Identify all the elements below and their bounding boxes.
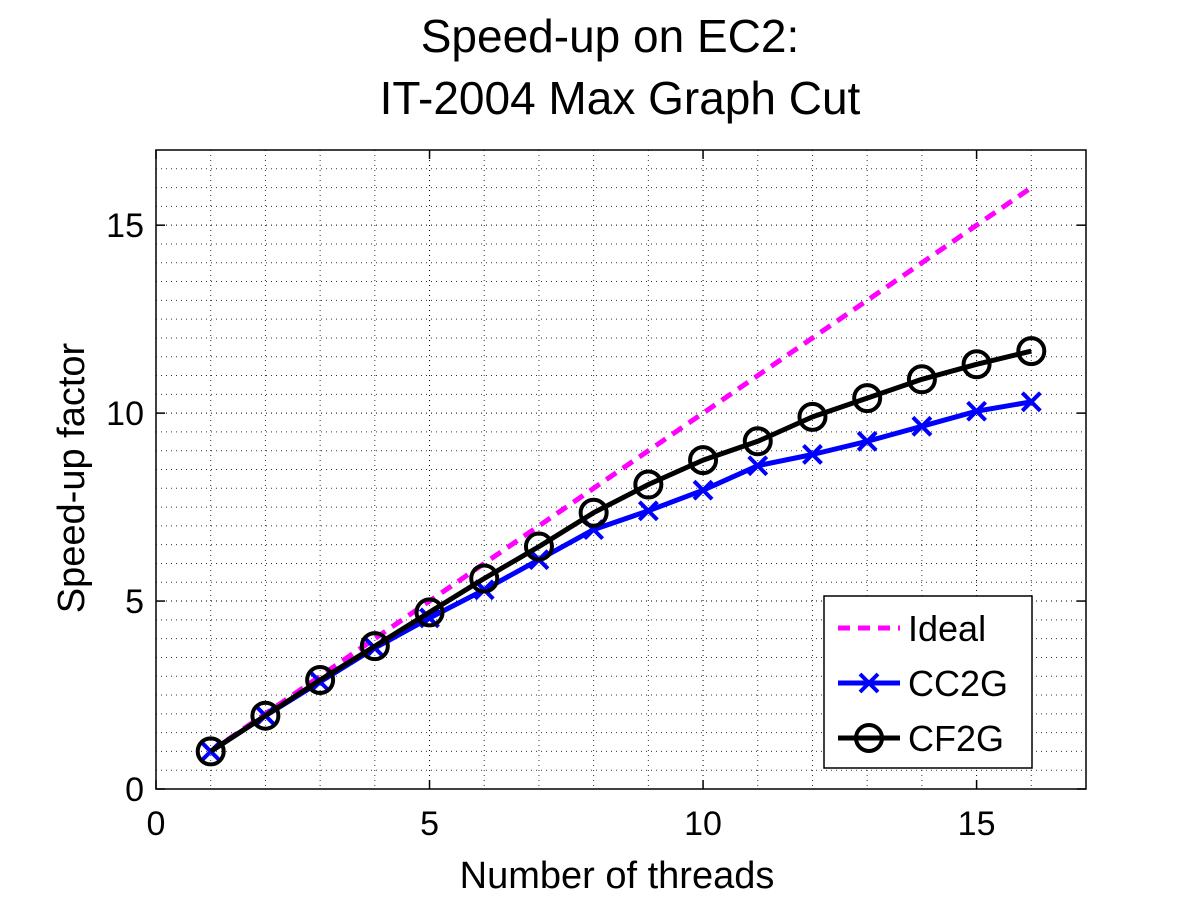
legend-label-cf2g: CF2G — [908, 718, 1004, 759]
chart-title-line-1: Speed-up on EC2: — [421, 10, 800, 62]
data-point-cf2g — [1016, 336, 1047, 367]
data-point-cf2g — [633, 469, 664, 500]
axis-ticks: 0 5 10 15 0 5 10 15 — [106, 150, 1086, 843]
data-point-cf2g — [305, 664, 336, 695]
data-point-cc2g — [911, 415, 933, 437]
y-tick-label: 5 — [125, 583, 144, 621]
legend-label-cc2g: CC2G — [908, 663, 1008, 704]
x-tick-label: 10 — [684, 805, 722, 843]
data-point-cc2g — [856, 430, 878, 452]
data-point-cf2g — [469, 563, 500, 594]
data-point-cc2g — [692, 479, 714, 501]
chart-title: Speed-up on EC2: IT-2004 Max Graph Cut — [380, 10, 861, 124]
grid-lines — [156, 149, 1087, 789]
data-point-cf2g — [797, 401, 828, 432]
data-point-cf2g — [742, 426, 773, 457]
data-point-cf2g — [688, 445, 719, 476]
y-tick-label: 15 — [106, 207, 144, 245]
data-point-cf2g — [195, 736, 226, 767]
data-point-cf2g — [359, 631, 390, 662]
series-cf2g — [195, 336, 1047, 767]
data-point-cf2g — [852, 383, 883, 414]
data-point-cc2g — [802, 444, 823, 465]
data-point-cf2g — [523, 531, 554, 562]
x-axis-label: Number of threads — [460, 855, 775, 897]
data-point-cc2g — [637, 500, 659, 522]
y-tick-label: 0 — [125, 771, 144, 809]
x-tick-label: 15 — [958, 805, 996, 843]
data-point-cf2g — [961, 349, 992, 380]
legend-label-ideal: Ideal — [908, 608, 986, 649]
x-tick-label: 5 — [420, 805, 439, 843]
series-line-cf2g — [209, 348, 1032, 754]
x-tick-label: 0 — [147, 805, 166, 843]
legend-marker-cf2g — [854, 723, 884, 753]
data-point-cf2g — [578, 497, 609, 528]
data-point-cf2g — [906, 364, 937, 395]
data-point-cf2g — [414, 597, 445, 628]
y-axis-label: Speed-up factor — [51, 342, 93, 613]
legend-marker-cc2g — [858, 672, 880, 694]
legend: Ideal CC2G CF2G — [823, 595, 1033, 769]
data-series — [195, 185, 1047, 767]
y-tick-label: 10 — [106, 395, 144, 433]
chart-title-line-2: IT-2004 Max Graph Cut — [380, 72, 861, 124]
data-point-cc2g — [747, 455, 769, 477]
series-line-ideal — [209, 185, 1033, 754]
plot-area-frame — [155, 149, 1087, 790]
data-point-cf2g — [250, 700, 281, 731]
series-ideal — [209, 185, 1033, 754]
data-point-cc2g — [1020, 391, 1042, 413]
data-point-cc2g — [966, 400, 988, 422]
